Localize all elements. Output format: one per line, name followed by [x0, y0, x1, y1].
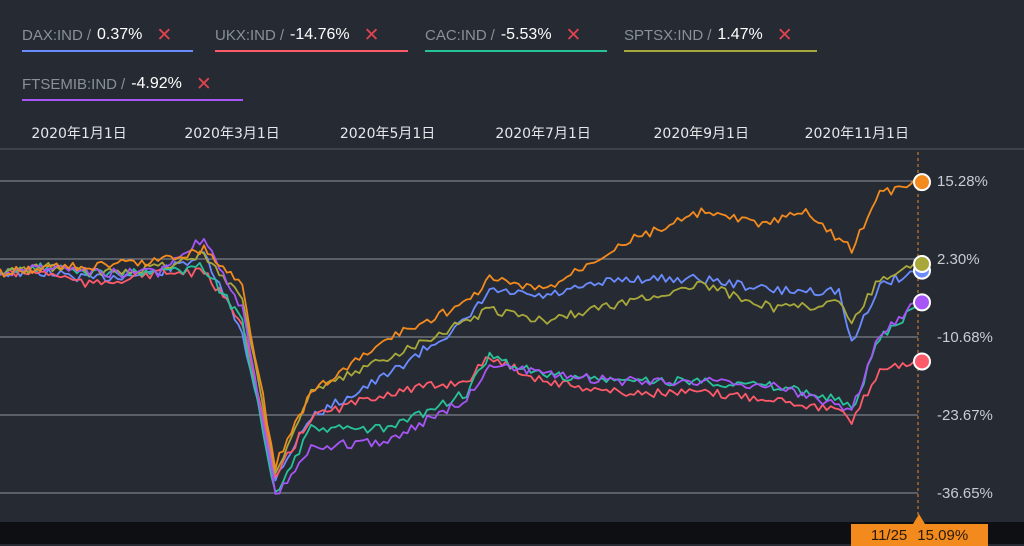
legend-series-name: DAX:IND: [22, 26, 83, 44]
cursor-value: 15.09%: [917, 526, 969, 544]
chart-legend: DAX:IND/0.37% ✕ UKX:IND / -14.76% ✕ CAC:IND / -5…: [0, 0, 1024, 110]
legend-item-sptsx[interactable]: SPTSX:IND/ 1.47% ✕: [624, 22, 817, 52]
x-tick-label: 2020年9月1日: [654, 126, 749, 142]
legend-item-ftsemib[interactable]: FTSEMIB:IND / -4.92% ✕: [22, 71, 243, 101]
cursor-date: 11/25: [870, 526, 908, 544]
series-line-ukx: [0, 267, 919, 478]
series-line-cac: [0, 262, 919, 493]
legend-separator: /: [279, 26, 285, 44]
series-line-unnamed: [0, 179, 919, 471]
remove-series-icon[interactable]: ✕: [156, 24, 173, 46]
x-tick-label: 2020年3月1日: [184, 126, 279, 142]
y-tick-label: 15.28%: [937, 173, 988, 190]
legend-color-underline: [425, 50, 607, 52]
remove-series-icon[interactable]: ✕: [363, 24, 380, 46]
legend-series-name: SPTSX:IND: [624, 26, 704, 44]
legend-color-underline: [624, 50, 817, 52]
series-line-dax: [0, 251, 919, 482]
y-tick-label: -10.68%: [937, 329, 993, 346]
legend-series-value: 1.47%: [717, 26, 763, 43]
remove-series-icon[interactable]: ✕: [565, 24, 582, 46]
legend-separator: /: [490, 26, 495, 44]
x-tick-label: 2020年7月1日: [495, 126, 590, 142]
series-end-marker: [913, 293, 931, 312]
y-tick-label: -36.65%: [937, 485, 993, 502]
legend-series-value: -5.53%: [500, 26, 552, 43]
series-end-marker: [913, 173, 931, 192]
legend-separator: /: [121, 75, 126, 93]
legend-separator: /: [86, 26, 92, 44]
cursor-readout-strip: [0, 522, 1024, 544]
legend-item-dax[interactable]: DAX:IND/ 0.37% ✕: [22, 22, 193, 52]
x-tick-label: 2020年11月1日: [805, 126, 909, 142]
cursor-pointer-icon: [913, 514, 925, 524]
legend-series-name: CAC:IND: [425, 26, 487, 44]
legend-item-ukx[interactable]: UKX:IND / -14.76% ✕: [215, 22, 408, 52]
legend-series-value: -14.76%: [290, 26, 350, 43]
series-line-ftsemib: [0, 238, 919, 495]
y-tick-label: 2.30%: [937, 251, 980, 268]
remove-series-icon[interactable]: ✕: [195, 73, 212, 95]
series-end-marker: [913, 254, 931, 273]
legend-color-underline: [22, 99, 243, 101]
legend-series-name: UKX:IND: [215, 26, 276, 44]
series-end-marker: [913, 352, 931, 371]
legend-color-underline: [215, 50, 408, 52]
y-tick-label: -23.67%: [937, 407, 993, 424]
series-line-sptsx: [0, 250, 919, 475]
legend-series-name: FTSEMIB:IND: [22, 75, 118, 93]
legend-color-underline: [22, 50, 193, 52]
x-tick-label: 2020年5月1日: [340, 126, 435, 142]
cursor-readout: 11/25 15.09%: [851, 524, 988, 546]
legend-item-cac[interactable]: CAC:IND / -5.53% ✕: [425, 22, 607, 52]
legend-separator: /: [707, 26, 712, 44]
remove-series-icon[interactable]: ✕: [776, 24, 793, 46]
legend-series-value: 0.37%: [97, 26, 143, 43]
legend-series-value: -4.92%: [131, 75, 182, 92]
x-tick-label: 2020年1月1日: [31, 126, 126, 142]
